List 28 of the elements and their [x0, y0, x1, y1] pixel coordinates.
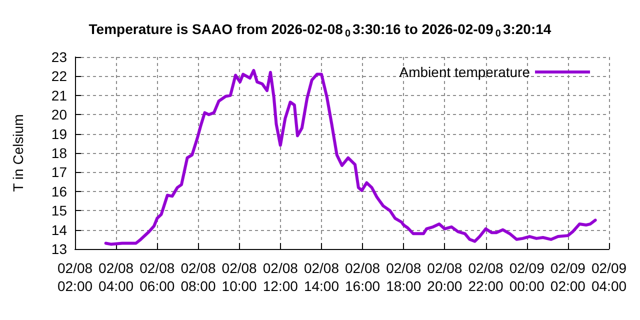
- x-tick-label: 02/08 18:00: [386, 260, 422, 294]
- y-tick-label: 21: [51, 87, 68, 104]
- x-tick-label: 02/08 08:00: [180, 260, 216, 294]
- y-tick-label: 17: [51, 164, 68, 180]
- x-tick-label: 02/08 16:00: [345, 260, 380, 294]
- x-tick-label: 02/09 02:00: [550, 260, 586, 294]
- x-tick-label: 02/09 00:00: [509, 260, 545, 294]
- legend-label: Ambient temperature: [399, 64, 530, 80]
- y-tick-label: 22: [51, 68, 68, 84]
- y-tick-label: 14: [51, 222, 68, 238]
- y-tick-label: 13: [51, 241, 68, 257]
- x-tick-label: 02/09 04:00: [591, 260, 627, 294]
- y-tick-label: 18: [51, 145, 68, 161]
- x-tick-label: 02/08 06:00: [140, 260, 175, 294]
- x-tick-label: 02/08 10:00: [222, 260, 258, 294]
- line-series: [104, 68, 597, 246]
- x-tick-label: 02/08 04:00: [98, 260, 134, 294]
- x-tick-label: 02/08 02:00: [57, 260, 93, 294]
- y-tick-label: 23: [51, 49, 68, 65]
- x-tick-label: 02/08 20:00: [427, 260, 462, 294]
- x-tick-label: 02/08 12:00: [262, 260, 298, 294]
- x-tick-label: 02/08 14:00: [304, 260, 340, 294]
- y-tick-label: 19: [51, 126, 68, 142]
- y-axis-title: T in Celsium: [10, 114, 26, 192]
- y-tick-label: 15: [51, 202, 68, 219]
- y-tick-label: 16: [51, 183, 68, 200]
- x-tick-label: 02/08 22:00: [468, 260, 504, 294]
- y-tick-label: 20: [51, 106, 68, 123]
